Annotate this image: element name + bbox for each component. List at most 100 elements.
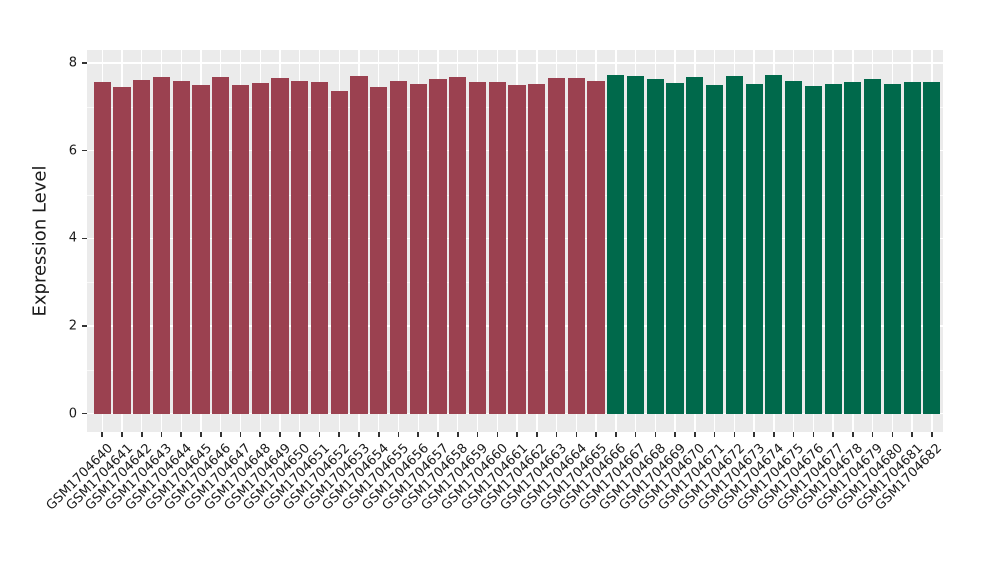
bar xyxy=(429,79,447,414)
bar xyxy=(903,82,921,414)
x-tick xyxy=(496,432,499,437)
x-tick xyxy=(140,432,143,437)
bar xyxy=(468,81,487,414)
bar xyxy=(310,81,329,414)
bar xyxy=(824,83,842,414)
y-tick xyxy=(82,325,87,327)
bar xyxy=(271,78,289,414)
bar xyxy=(231,84,250,414)
x-tick xyxy=(911,432,913,437)
bar xyxy=(350,75,368,414)
x-tick xyxy=(456,432,459,437)
x-tick xyxy=(555,432,558,437)
x-tick xyxy=(575,432,578,437)
bar xyxy=(646,78,664,414)
bar xyxy=(409,83,427,414)
bar xyxy=(192,85,210,414)
y-tick-label: 6 xyxy=(68,143,77,159)
y-major-gridline xyxy=(87,413,943,415)
bar xyxy=(785,80,803,414)
bar xyxy=(844,82,862,414)
bar xyxy=(488,82,506,414)
x-tick xyxy=(160,432,163,437)
x-tick xyxy=(377,432,380,437)
x-tick xyxy=(634,432,637,437)
x-tick xyxy=(259,432,262,437)
x-tick xyxy=(753,432,755,437)
x-tick xyxy=(536,432,538,437)
plot-panel xyxy=(87,50,943,432)
x-tick xyxy=(239,432,242,437)
x-tick xyxy=(733,432,736,437)
bar xyxy=(923,82,941,414)
bar xyxy=(508,84,526,414)
bar xyxy=(291,80,309,414)
bar xyxy=(133,80,151,414)
x-tick xyxy=(931,432,933,437)
bar xyxy=(547,78,566,414)
y-tick xyxy=(82,62,87,64)
x-tick xyxy=(219,432,222,437)
bar xyxy=(666,82,684,414)
x-tick xyxy=(792,432,795,437)
x-tick xyxy=(101,432,103,437)
bar xyxy=(389,81,408,414)
x-tick xyxy=(338,432,341,437)
bar xyxy=(528,84,546,414)
bar xyxy=(765,75,783,414)
x-tick xyxy=(832,432,834,437)
bar xyxy=(864,78,882,414)
bar xyxy=(370,87,388,414)
x-tick xyxy=(812,432,815,437)
bar xyxy=(587,80,605,414)
y-tick-label: 4 xyxy=(68,230,77,246)
x-tick xyxy=(298,432,301,437)
x-tick xyxy=(713,432,716,437)
x-tick xyxy=(654,432,657,437)
x-tick xyxy=(279,432,281,437)
x-tick xyxy=(516,432,518,437)
bar xyxy=(251,83,269,414)
bar xyxy=(567,77,585,414)
x-tick xyxy=(852,432,854,437)
bar xyxy=(93,81,111,414)
x-tick xyxy=(694,432,696,437)
bar xyxy=(706,84,724,414)
x-tick xyxy=(595,432,597,437)
bar xyxy=(626,76,645,414)
bar xyxy=(804,85,822,414)
bar xyxy=(725,75,743,414)
x-tick xyxy=(476,432,479,437)
x-tick xyxy=(891,432,894,437)
x-tick xyxy=(615,432,617,437)
bar xyxy=(152,77,171,414)
x-tick xyxy=(318,432,321,437)
bar xyxy=(449,77,467,414)
y-tick xyxy=(82,237,87,240)
bar xyxy=(172,80,190,414)
x-tick xyxy=(180,432,182,437)
x-tick xyxy=(417,432,420,437)
x-tick xyxy=(871,432,874,437)
x-tick xyxy=(437,432,439,437)
bar xyxy=(113,86,131,414)
bar xyxy=(330,91,348,414)
y-tick xyxy=(82,149,87,152)
y-tick-label: 0 xyxy=(68,406,77,422)
x-tick xyxy=(121,432,123,437)
y-tick xyxy=(82,412,87,415)
x-tick xyxy=(674,432,676,437)
bar xyxy=(686,77,704,414)
bar xyxy=(212,77,230,414)
y-major-gridline xyxy=(87,62,943,64)
x-tick xyxy=(773,432,775,437)
bar xyxy=(607,75,625,414)
x-tick xyxy=(200,432,202,437)
x-tick xyxy=(358,432,360,437)
y-tick-label: 2 xyxy=(68,318,77,334)
x-tick xyxy=(397,432,400,437)
bar xyxy=(883,83,901,414)
y-tick-label: 8 xyxy=(68,55,77,71)
bar xyxy=(745,83,763,414)
